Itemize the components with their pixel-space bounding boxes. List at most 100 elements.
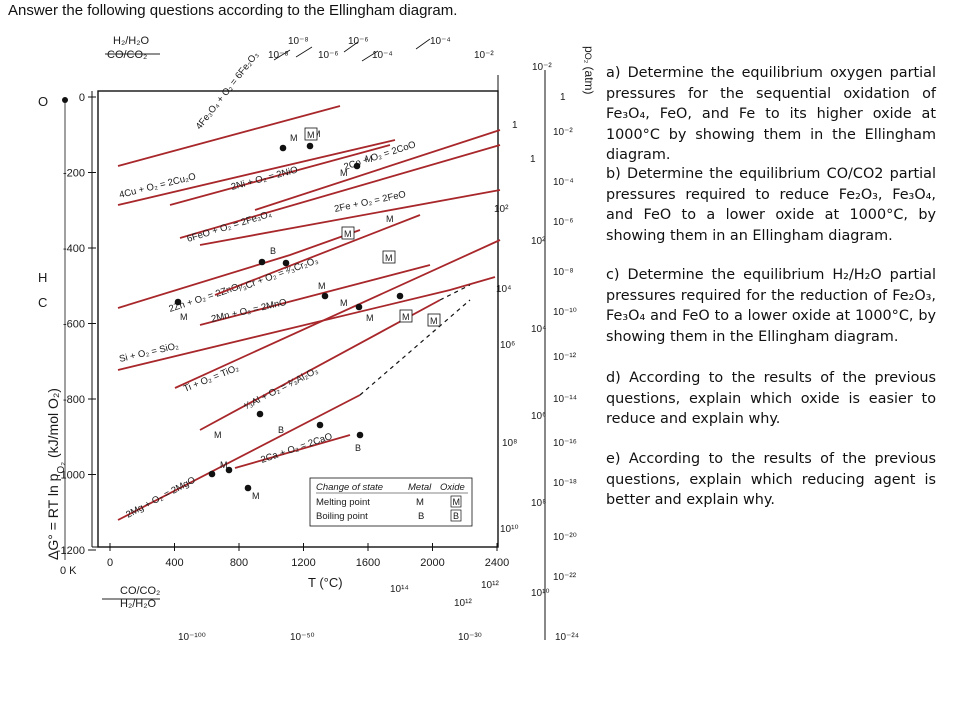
right-co-tick: 10⁸: [502, 438, 517, 449]
po2-tick: 10⁻¹⁶: [553, 438, 577, 449]
bottom-co-tick: 10¹²: [481, 580, 499, 591]
right-h2-tick: 1: [530, 154, 536, 165]
oxide-melting-letter: M: [402, 312, 410, 322]
point-letter: M: [290, 133, 298, 143]
right-h2-tick: 10⁶: [531, 411, 546, 422]
bottom-extra-tick: 10⁻¹⁰⁰: [178, 632, 206, 643]
point-letter: B: [270, 246, 276, 256]
transition-point: [256, 410, 264, 418]
svg-text:ΔG° = RT ln pO₂ (kJ/mol O₂): ΔG° = RT ln pO₂ (kJ/mol O₂): [45, 388, 67, 560]
legend-row-metal: M: [416, 497, 424, 508]
po2-tick: 10⁻¹⁸: [553, 478, 577, 489]
transition-point: [174, 298, 182, 306]
dashed-extension: [359, 299, 471, 396]
y-tick-label: -800: [63, 394, 85, 406]
x-tick-label: 0: [107, 557, 113, 569]
reaction-label: 2Mn + O₂ = 2MnO: [210, 297, 288, 325]
question-e: e) According to the results of the previ…: [606, 451, 936, 508]
oxide-melting-box: [304, 127, 318, 141]
bottom-h2-label: H₂/H₂O: [120, 598, 156, 610]
x-tick-label: 1600: [356, 557, 380, 569]
reaction-line: [117, 394, 361, 521]
transition-point: [282, 259, 290, 267]
reaction-line: [174, 239, 501, 389]
po2-tick: 10⁻¹⁴: [553, 394, 577, 405]
y-tick-label: -200: [63, 168, 85, 180]
po2-tick: 10⁻¹²: [553, 352, 577, 363]
top-co-tick: 10⁻⁶: [318, 50, 339, 61]
y-tick-label: -400: [63, 243, 85, 255]
top-co-tick: 10⁻⁸: [268, 50, 289, 61]
point-letter: M: [180, 312, 188, 322]
bottom-extra-tick: 10⁻⁵⁰: [290, 632, 315, 643]
transition-point: [396, 292, 404, 300]
reaction-line: [117, 105, 341, 167]
top-h2-tick: 10⁻⁴: [430, 36, 451, 47]
transition-point: [356, 431, 364, 439]
top-h2-ticks: 10⁻⁸ 10⁻⁶ 10⁻⁴: [288, 36, 451, 47]
right-co-tick: 10⁶: [500, 340, 515, 351]
top-h2-label: H₂/H₂O: [113, 35, 149, 47]
reaction-line: [254, 129, 501, 211]
oxide-melting-box: [382, 250, 396, 264]
point-letter: M: [386, 214, 394, 224]
oxide-melting-letter: M: [307, 130, 315, 140]
bottom-co-tick: 10¹⁴: [390, 584, 409, 595]
point-letter: B: [355, 443, 361, 453]
bottom-h2-tick: 10¹²: [454, 598, 472, 609]
legend: Change of state Metal Oxide Melting poin…: [309, 477, 473, 527]
right-h2-ticks: 1 10² 10⁴ 10⁶ 10⁸ 10¹⁰: [530, 154, 549, 599]
legend-row-label: Melting point: [316, 497, 370, 508]
scale-rays: [273, 38, 431, 62]
point-letter: M: [214, 430, 222, 440]
reaction-label: 2Ca + O₂ = 2CaO: [259, 431, 333, 466]
right-co-tick: 10²: [494, 204, 509, 215]
x-tick-label: 1200: [291, 557, 315, 569]
oxide-melting-box: [427, 313, 441, 327]
transition-point: [279, 144, 287, 152]
marker-c: C: [38, 295, 47, 310]
y-axis-label-sub: O₂: [56, 462, 67, 474]
x-tick-label: 2000: [420, 557, 444, 569]
po2-label: p: [582, 46, 596, 53]
po2-tick: 10⁻²⁰: [553, 532, 577, 543]
bottom-co-ticks: 10¹⁴ 10¹² 10¹²: [390, 580, 499, 609]
x-ticks: 0 400 800 1200 1600 2000 2400: [107, 543, 509, 569]
right-co-tick: 10⁴: [496, 284, 511, 295]
right-h2-tick: 10¹⁰: [531, 588, 549, 599]
question-a: a) Determine the equilibrium oxygen part…: [606, 65, 936, 163]
reaction-line: [169, 144, 391, 206]
legend-title: Change of state: [316, 482, 383, 493]
reaction-label: ⁴⁄₃Cr + O₂ = ²⁄₃Cr₂O₃: [235, 255, 320, 295]
ellingham-diagram: ΔG° = RT ln pO₂ (kJ/mol O₂) O H C 0 K 0-…: [38, 35, 596, 643]
right-po2-ticks: 10⁻² 1 10⁻² 10⁻⁴ 10⁻⁶ 10⁻⁸ 10⁻¹⁰ 10⁻¹² 1…: [532, 62, 577, 583]
question-b: b) Determine the equilibrium CO/CO2 part…: [606, 166, 936, 244]
question-d: d) According to the results of the previ…: [606, 370, 936, 427]
point-letter: M: [366, 313, 374, 323]
po2-tick: 10⁻²: [553, 127, 573, 138]
legend-row-oxide: M: [453, 497, 461, 507]
transition-point: [306, 142, 314, 150]
legend-box: [309, 477, 473, 527]
po2-label-sub: O₂: [583, 53, 593, 64]
top-co-tick: 10⁻⁴: [372, 50, 393, 61]
po2-tick: 10⁻⁶: [553, 217, 574, 228]
po2-tick: 1: [560, 92, 566, 103]
y-tick-label: -1200: [57, 545, 85, 557]
right-co-tick: 10¹⁰: [500, 524, 518, 535]
reaction-label: 2Fe + O₂ = 2FeO: [333, 189, 407, 215]
reaction-label: 2Mg + O₂ = 2MgO: [124, 475, 197, 521]
y-tick-label: 0: [79, 92, 85, 104]
po2-tick: 10⁻⁸: [553, 267, 574, 278]
top-h2-tick: 10⁻⁶: [348, 36, 369, 47]
legend-row-oxide: B: [453, 511, 459, 521]
bottom-extra-ticks: 10⁻¹⁰⁰ 10⁻⁵⁰ 10⁻³⁰ 10⁻²⁴: [178, 632, 579, 643]
reaction-line: [117, 229, 361, 309]
point-letter: M: [365, 154, 373, 164]
legend-metal-header: Metal: [408, 482, 432, 493]
top-co-tick: 10⁻²: [474, 50, 494, 61]
point-letter: B: [278, 425, 284, 435]
transition-point: [208, 470, 216, 478]
point-letter: M: [340, 168, 348, 178]
